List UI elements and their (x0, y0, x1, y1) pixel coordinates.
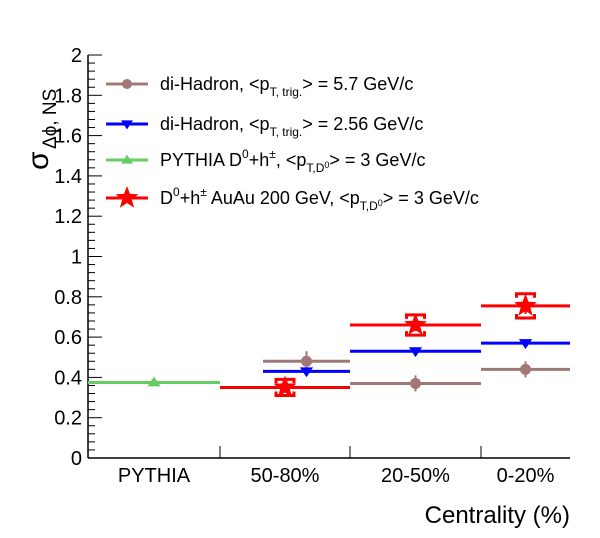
sys-error-bracket (274, 391, 296, 398)
x-category-label: 0-20% (497, 465, 555, 487)
y-axis-title-sub: Δϕ, NS (40, 89, 61, 149)
x-axis-title: Centrality (%) (425, 502, 570, 529)
marker-point (147, 376, 161, 387)
x-category-label: 20-50% (381, 465, 450, 487)
marker-point (520, 363, 531, 375)
marker-point (518, 339, 533, 350)
sys-error-bracket (405, 331, 426, 337)
legend-entry-pythia: PYTHIA D0+h±, <pT,D0> = 3 GeV/c (106, 147, 425, 175)
x-category-label: 50-80% (251, 465, 320, 487)
marker-point (299, 367, 314, 378)
sys-error-bracket (515, 313, 536, 320)
marker-point (408, 347, 423, 358)
y-tick-label: 0 (71, 448, 82, 470)
y-tick-label: 0.8 (54, 287, 82, 309)
y-tick-label: 0.6 (54, 327, 82, 349)
y-tick-label: 1.8 (54, 85, 82, 107)
marker-point (404, 313, 427, 335)
y-axis-title: σ Δϕ, NS (22, 89, 61, 170)
marker-point (121, 154, 133, 164)
legend: di-Hadron, <pT, trig.> = 5.7 GeV/c di-Had… (106, 74, 479, 213)
series-dihadron57 (263, 351, 570, 392)
legend-label: di-Hadron, <pT, trig.> = 5.7 GeV/c (160, 74, 413, 99)
legend-entry-dihadron256: di-Hadron, <pT, trig.> = 2.56 GeV/c (106, 114, 423, 139)
marker-point (301, 355, 312, 367)
x-categories: PYTHIA 50-80% 20-50% 0-20% (118, 446, 555, 487)
y-tick-label: 0.4 (54, 367, 82, 389)
legend-label: di-Hadron, <pT, trig.> = 2.56 GeV/c (160, 114, 423, 139)
sys-error-bracket (515, 292, 536, 298)
marker-point (410, 377, 421, 389)
series-layer (88, 292, 570, 398)
legend-entry-d0auau: D0+h± AuAu 200 GeV, <pT,D0> = 3 GeV/c (106, 185, 479, 213)
legend-entry-dihadron57: di-Hadron, <pT, trig.> = 5.7 GeV/c (106, 74, 413, 99)
y-tick-label: 1 (71, 247, 82, 269)
marker-point (514, 293, 537, 316)
y-axis-title-main: σ (22, 151, 55, 170)
y-tick-label: 1.6 (54, 126, 82, 148)
marker-point (121, 120, 133, 130)
marker-point (115, 186, 139, 208)
y-tick-label: 2 (71, 45, 82, 67)
marker-point (273, 375, 297, 398)
series-pythia (88, 376, 220, 387)
series-d0auau (220, 292, 570, 398)
y-tick-label: 1.2 (54, 206, 82, 228)
marker-point (122, 79, 132, 89)
y-tick-label: 1.4 (54, 166, 82, 188)
y-tick-label: 0.2 (54, 408, 82, 430)
series-dihadron256 (263, 339, 570, 378)
x-category-label: PYTHIA (118, 465, 191, 487)
legend-label: PYTHIA D0+h±, <pT,D0> = 3 GeV/c (160, 147, 425, 175)
y-ticks: 0 0.2 0.4 0.6 0.8 1 1.2 1.4 1.6 1.8 2 (54, 45, 102, 470)
legend-label: D0+h± AuAu 200 GeV, <pT,D0> = 3 GeV/c (160, 185, 479, 213)
